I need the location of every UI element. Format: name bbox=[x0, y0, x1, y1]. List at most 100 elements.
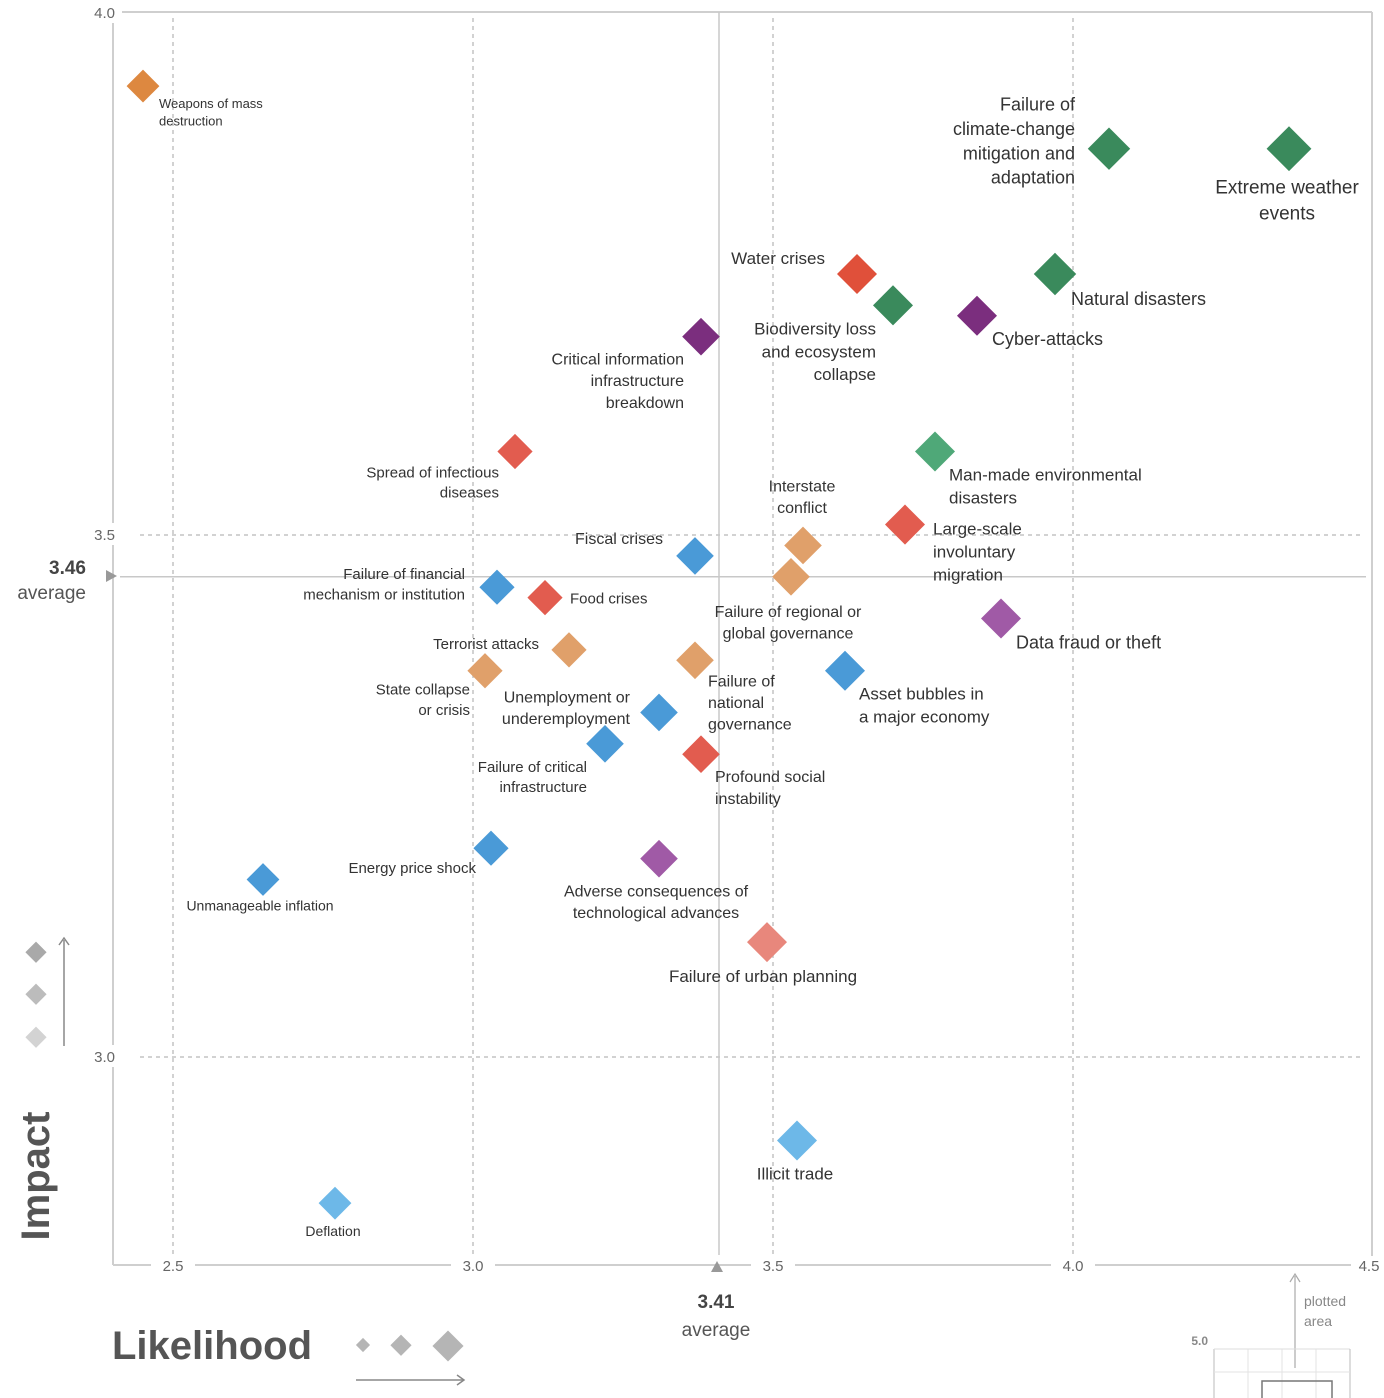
risk-point: Weapons of mass destruction bbox=[126, 69, 263, 129]
risk-label: infrastructure bbox=[499, 779, 587, 796]
risk-label: adaptation bbox=[991, 168, 1075, 188]
risk-point: Illicit trade bbox=[757, 1120, 834, 1184]
risk-label: governance bbox=[708, 716, 792, 733]
risk-label: destruction bbox=[159, 114, 223, 129]
y-tick-label: 3.5 bbox=[94, 527, 115, 544]
risk-point: Deflation bbox=[305, 1186, 361, 1239]
x-average-marker bbox=[711, 1261, 723, 1272]
risk-diamond bbox=[676, 641, 714, 680]
inset-plotted-area bbox=[1261, 1380, 1333, 1398]
risk-point: Unmanageable inflation bbox=[186, 863, 334, 914]
y-axis-title: Impact bbox=[14, 1112, 58, 1241]
risk-diamond bbox=[473, 830, 509, 866]
risk-point: Spread of infectious diseases bbox=[366, 433, 533, 502]
x-tick-label: 3.0 bbox=[463, 1258, 484, 1275]
risk-label: Spread of infectious bbox=[366, 464, 499, 481]
risk-diamond bbox=[586, 724, 624, 763]
risk-point: Terrorist attacks bbox=[433, 632, 587, 668]
risk-diamond bbox=[527, 580, 563, 616]
risk-diamond bbox=[126, 69, 160, 103]
legend-diamond-large bbox=[432, 1330, 464, 1362]
risk-label: events bbox=[1259, 203, 1315, 224]
risk-label: technological advances bbox=[573, 905, 739, 922]
risk-diamond bbox=[1266, 126, 1312, 172]
risk-label: breakdown bbox=[606, 395, 684, 412]
risk-label: national bbox=[708, 695, 764, 712]
risk-label: diseases bbox=[440, 485, 499, 502]
risk-point: Failure of regional or global governance bbox=[715, 557, 862, 642]
risk-point: Interstate conflict bbox=[769, 478, 836, 565]
risk-diamond bbox=[479, 569, 515, 605]
risk-point: Unemployment or underemployment bbox=[502, 689, 678, 732]
risk-label: Interstate bbox=[769, 478, 836, 495]
x-tick-backdrop bbox=[1351, 1256, 1384, 1276]
plotted-area-inset: plotted area 5.0 bbox=[1191, 1272, 1351, 1398]
legend-diamond-small bbox=[25, 1026, 47, 1048]
y-average-marker bbox=[106, 570, 117, 582]
risk-diamond bbox=[884, 504, 926, 545]
risk-point: Failure of climate-change mitigation and ad… bbox=[953, 95, 1131, 188]
risk-label: Asset bubbles in bbox=[859, 685, 984, 704]
risk-diamond bbox=[772, 557, 810, 596]
inset-tick: 5.0 bbox=[1191, 1334, 1208, 1348]
risk-label: Unemployment or bbox=[504, 689, 631, 706]
risk-label: Weapons of mass bbox=[159, 96, 263, 111]
risk-point: Large-scale involuntary migration bbox=[884, 504, 1022, 584]
risk-point: Biodiversity loss and ecosystem collapse bbox=[754, 285, 914, 384]
risk-point: Energy price shock bbox=[348, 830, 509, 877]
risk-label: Fiscal crises bbox=[575, 531, 663, 548]
risk-diamond bbox=[1033, 252, 1077, 296]
risk-point: State collapse or crisis bbox=[376, 653, 503, 719]
y-tick-backdrop bbox=[86, 1045, 122, 1067]
x-tick-backdrop bbox=[451, 1256, 495, 1276]
x-average-label: average bbox=[682, 1320, 751, 1341]
risk-diamond bbox=[551, 632, 587, 668]
x-axis-title: Likelihood bbox=[112, 1324, 312, 1368]
risk-label: mitigation and bbox=[963, 143, 1075, 163]
legend-diamond-medium bbox=[390, 1334, 412, 1356]
risk-point: Failure of financial mechanism or institu… bbox=[303, 566, 515, 605]
x-average-value: 3.41 bbox=[698, 1292, 735, 1313]
y-tick-backdrop bbox=[86, 523, 122, 545]
risk-point: Failure of national governance bbox=[676, 641, 792, 733]
risk-label: Large-scale bbox=[933, 520, 1022, 539]
risk-label: or crisis bbox=[418, 702, 470, 719]
risk-label: Terrorist attacks bbox=[433, 636, 539, 653]
risk-label: underemployment bbox=[502, 711, 631, 728]
data-points: Weapons of mass destruction Failure of clim… bbox=[126, 69, 1359, 1239]
x-tick-label: 4.0 bbox=[1063, 1258, 1084, 1275]
x-tick-label: 2.5 bbox=[163, 1258, 184, 1275]
risk-label: climate-change bbox=[953, 119, 1075, 139]
risk-diamond bbox=[872, 285, 914, 326]
risk-label: and ecosystem bbox=[762, 342, 876, 361]
likelihood-arrow-head bbox=[456, 1374, 466, 1386]
likelihood-size-legend bbox=[355, 1330, 466, 1386]
risk-label: Adverse consequences of bbox=[564, 884, 749, 901]
risk-label: Extreme weather bbox=[1215, 178, 1359, 199]
risk-label: Deflation bbox=[305, 1223, 360, 1239]
risk-label: instability bbox=[715, 791, 781, 808]
risk-label: Critical information bbox=[552, 352, 684, 369]
risk-point: Water crises bbox=[731, 249, 878, 295]
inset-label-line1: plotted bbox=[1304, 1293, 1346, 1309]
risk-diamond bbox=[1087, 127, 1131, 170]
risk-diamond bbox=[682, 735, 720, 774]
risk-point: Natural disasters bbox=[1033, 252, 1206, 309]
legend-diamond-large bbox=[25, 941, 47, 963]
risk-label: Man-made environmental bbox=[949, 465, 1142, 484]
risk-label: Unmanageable inflation bbox=[186, 898, 333, 914]
y-tick-backdrop bbox=[86, 1, 122, 23]
risk-label: Biodiversity loss bbox=[754, 319, 876, 338]
risk-label: collapse bbox=[814, 365, 876, 384]
x-tick-backdrop bbox=[151, 1256, 195, 1276]
risk-label: involuntary bbox=[933, 543, 1016, 562]
risk-diamond bbox=[497, 433, 533, 470]
risk-label: global governance bbox=[723, 625, 854, 642]
y-average-label: average bbox=[17, 583, 86, 604]
risk-label: Illicit trade bbox=[757, 1165, 834, 1184]
legend-diamond-medium bbox=[25, 983, 47, 1005]
risk-point: Failure of urban planning bbox=[669, 922, 857, 986]
risk-label: infrastructure bbox=[591, 373, 684, 390]
risk-label: Failure of bbox=[708, 673, 775, 690]
